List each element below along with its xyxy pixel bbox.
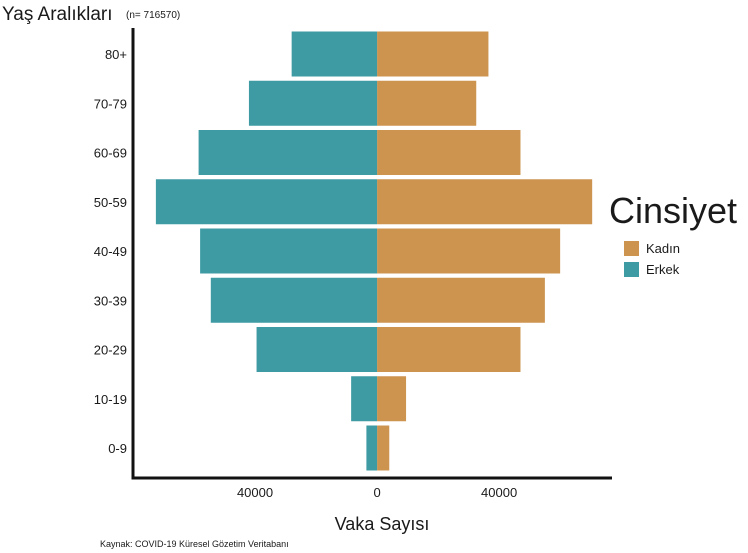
bar-erkek-1019 [351, 376, 378, 422]
bar-kad-n-4049 [377, 228, 561, 274]
bar-kad-n-7079 [377, 80, 477, 126]
bar-erkek-4049 [200, 228, 378, 274]
legend-label: Erkek [646, 262, 680, 277]
y-tick-label: 30-39 [94, 293, 127, 308]
x-tick-label: 40000 [237, 485, 273, 500]
x-tick-label: 0 [373, 485, 380, 500]
y-tick-label: 60-69 [94, 146, 127, 161]
legend-label: Kadın [646, 241, 680, 256]
x-tick-label: 40000 [481, 485, 517, 500]
y-tick-label: 20-29 [94, 343, 127, 358]
y-tick-label: 40-49 [94, 244, 127, 259]
chart-subtitle: (n= 716570) [126, 10, 180, 21]
y-tick-label: 50-59 [94, 195, 127, 210]
y-tick-labels: 80+ 70-79 60-69 50-59 40-49 30-39 20-29 10-19 0-… [94, 47, 127, 456]
x-tick-labels: 40000 0 40000 [237, 485, 517, 500]
bar-kad-n-3039 [377, 277, 545, 323]
legend-swatch-kad-n [624, 241, 639, 256]
source-note: Kaynak: COVID-19 Küresel Gözetim Veritab… [100, 539, 289, 549]
bar-kad-n-09 [377, 425, 390, 471]
bar-kad-n-80 [377, 31, 489, 77]
bar-kad-n-2029 [377, 327, 521, 372]
bar-erkek-6069 [198, 130, 378, 175]
bar-erkek-80 [291, 31, 378, 77]
legend: Kadın Erkek [624, 241, 680, 277]
bar-kad-n-5059 [377, 179, 593, 225]
bar-kad-n-6069 [377, 130, 521, 175]
legend-title: Cinsiyet [609, 190, 737, 231]
legend-swatch-erkek [624, 262, 639, 277]
bar-erkek-2029 [256, 327, 378, 372]
y-tick-label: 10-19 [94, 392, 127, 407]
y-tick-label: 70-79 [94, 96, 127, 111]
y-tick-label: 80+ [105, 47, 127, 62]
y-tick-label: 0-9 [108, 441, 127, 456]
bars-layer [155, 31, 593, 471]
chart-title: Yaş Aralıkları [2, 4, 113, 25]
bar-erkek-5059 [155, 179, 378, 225]
bar-erkek-7079 [248, 80, 378, 126]
bar-kad-n-1019 [377, 376, 407, 422]
bar-erkek-3039 [210, 277, 378, 323]
x-axis-label: Vaka Sayısı [335, 514, 430, 534]
bar-erkek-09 [366, 425, 378, 471]
